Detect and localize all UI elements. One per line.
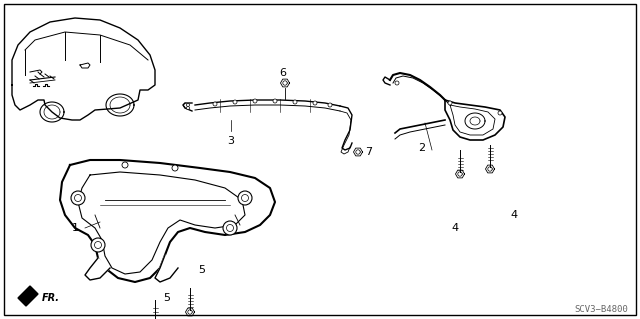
Circle shape — [91, 238, 105, 252]
Text: 5: 5 — [163, 293, 170, 303]
Circle shape — [238, 191, 252, 205]
Circle shape — [448, 101, 452, 105]
Text: 2: 2 — [419, 143, 426, 153]
Circle shape — [71, 191, 85, 205]
Circle shape — [223, 221, 237, 235]
Polygon shape — [155, 255, 178, 282]
Polygon shape — [85, 258, 110, 280]
Circle shape — [328, 103, 332, 107]
Circle shape — [253, 99, 257, 103]
Text: FR.: FR. — [42, 293, 60, 303]
Circle shape — [273, 99, 277, 103]
Circle shape — [186, 107, 189, 109]
Text: 3: 3 — [227, 136, 234, 146]
Text: 5: 5 — [198, 265, 205, 275]
Polygon shape — [12, 18, 155, 120]
Circle shape — [213, 102, 217, 106]
Circle shape — [186, 103, 189, 107]
Text: 1: 1 — [72, 223, 79, 233]
Polygon shape — [445, 100, 505, 140]
Circle shape — [293, 100, 297, 104]
Circle shape — [498, 111, 502, 115]
Text: 4: 4 — [510, 210, 517, 220]
Circle shape — [395, 81, 399, 85]
Circle shape — [172, 165, 178, 171]
Circle shape — [233, 100, 237, 104]
Text: 4: 4 — [451, 223, 459, 233]
Polygon shape — [60, 160, 275, 282]
Polygon shape — [18, 286, 38, 306]
Circle shape — [313, 101, 317, 105]
Text: 7: 7 — [365, 147, 372, 157]
Text: SCV3−B4800: SCV3−B4800 — [574, 306, 628, 315]
Circle shape — [122, 162, 128, 168]
Text: 6: 6 — [280, 68, 287, 78]
